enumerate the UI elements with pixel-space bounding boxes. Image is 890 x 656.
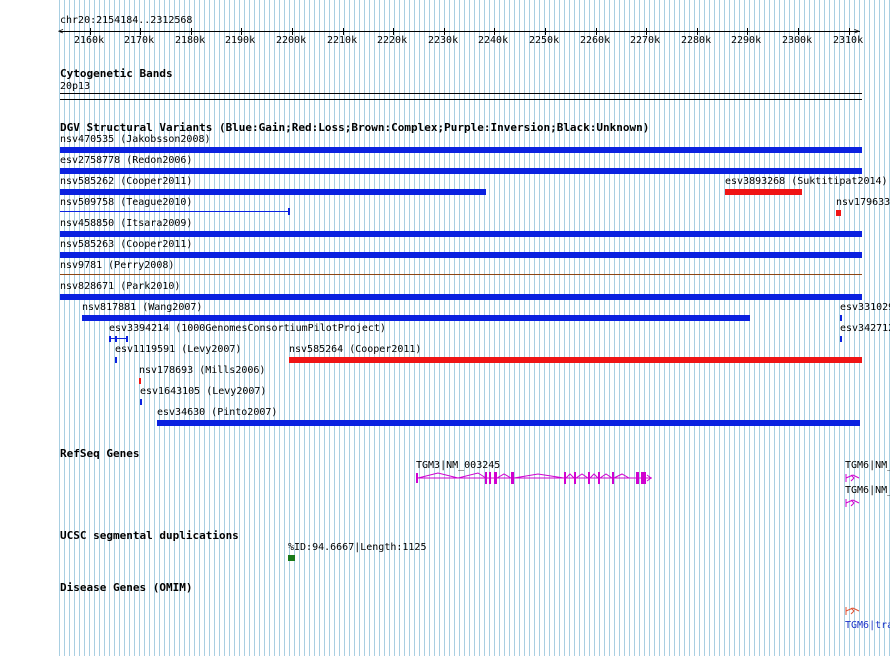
refseq-title: RefSeq Genes [60, 447, 140, 460]
ruler-tick [140, 28, 141, 35]
variant-bar[interactable] [60, 147, 862, 153]
ruler-tick [747, 28, 748, 35]
variant-label[interactable]: esv3394214 (1000GenomesConsortiumPilotPr… [109, 323, 386, 334]
cytogenetic-title: Cytogenetic Bands [60, 67, 173, 80]
cytoband-line-top [60, 93, 862, 94]
ruler-tick-label: 2250k [529, 35, 560, 46]
variant-label[interactable]: nsv585263 (Cooper2011) [60, 239, 193, 250]
variant-bar-end [126, 336, 128, 342]
variant-label[interactable]: nsv179633 [836, 197, 890, 208]
ruler-tick-label: 2210k [327, 35, 358, 46]
ruler-tick-label: 2160k [74, 35, 105, 46]
ruler-tick [596, 28, 597, 35]
ruler-tick-label: 2230k [428, 35, 459, 46]
variant-bar[interactable] [289, 357, 862, 363]
ruler-tick [646, 28, 647, 35]
variant-label[interactable]: nsv509758 (Teague2010) [60, 197, 193, 208]
ruler-tick [191, 28, 192, 35]
cytoband-line-bottom [60, 99, 862, 100]
variant-label[interactable]: nsv9781 (Perry2008) [60, 260, 175, 271]
ruler-tick-label: 2310k [833, 35, 864, 46]
gene-model-tgm6-a[interactable] [845, 471, 862, 485]
variant-bar[interactable] [109, 338, 128, 339]
ruler-tick [90, 28, 91, 35]
ruler-tick [292, 28, 293, 35]
segdup-feature[interactable] [288, 555, 295, 561]
variant-label[interactable]: nsv585264 (Cooper2011) [289, 344, 422, 355]
variant-label[interactable]: esv1643105 (Levy2007) [140, 386, 267, 397]
variant-label[interactable]: nsv828671 (Park2010) [60, 281, 181, 292]
cytoband-label[interactable]: 20p13 [60, 81, 91, 92]
variant-bar[interactable] [140, 399, 142, 405]
variant-bar[interactable] [840, 315, 842, 321]
variant-label[interactable]: esv342712 [840, 323, 890, 334]
ruler-tick [545, 28, 546, 35]
variant-label[interactable]: esv2758778 (Redon2006) [60, 155, 193, 166]
gene-label[interactable]: TGM3|NM_003245 [416, 460, 501, 471]
ruler-tick-label: 2260k [580, 35, 611, 46]
ruler-tick-label: 2200k [276, 35, 307, 46]
ruler-tick-label: 2280k [681, 35, 712, 46]
ruler-tick [241, 28, 242, 35]
variant-bar-start [109, 336, 111, 342]
ruler-tick [494, 28, 495, 35]
ruler-tick [849, 28, 850, 35]
variant-bar-block [115, 336, 117, 342]
omim-title: Disease Genes (OMIM) [60, 581, 193, 594]
ruler-tick-label: 2270k [630, 35, 661, 46]
variant-label[interactable]: nsv470535 (Jakobsson2008) [60, 134, 211, 145]
variant-bar[interactable] [60, 168, 862, 174]
variant-label[interactable]: esv1119591 (Levy2007) [115, 344, 242, 355]
ruler-tick [798, 28, 799, 35]
gene-model-tgm6-b[interactable] [845, 496, 862, 510]
omim-feature[interactable] [845, 604, 862, 618]
variant-bar[interactable] [115, 357, 117, 363]
gene-label[interactable]: TGM6|NM_ [845, 485, 890, 496]
ruler-right-arrow: > [854, 27, 860, 37]
gene-label[interactable]: TGM6|NM_ [845, 460, 890, 471]
variant-bar[interactable] [836, 210, 841, 216]
variant-bar[interactable] [725, 189, 802, 195]
variant-bar[interactable] [60, 231, 862, 237]
variant-bar[interactable] [60, 252, 862, 258]
variant-label[interactable]: esv3893268 (Suktitipat2014) [725, 176, 888, 187]
gene-model-tgm3[interactable] [414, 468, 656, 486]
variant-bar[interactable] [60, 294, 862, 300]
variant-bar[interactable] [139, 378, 141, 384]
ruler-range: chr20:2154184..2312568 [60, 15, 193, 26]
ruler-tick [697, 28, 698, 35]
variant-label[interactable]: esv331029 [840, 302, 890, 313]
variant-label[interactable]: nsv178693 (Mills2006) [139, 365, 266, 376]
ruler-tick [343, 28, 344, 35]
ruler-axis [60, 31, 860, 32]
variant-label[interactable]: nsv817881 (Wang2007) [82, 302, 203, 313]
ruler-tick-label: 2220k [377, 35, 408, 46]
variant-label[interactable]: nsv585262 (Cooper2011) [60, 176, 193, 187]
variant-bar-end [288, 208, 290, 215]
dgv-title: DGV Structural Variants (Blue:Gain;Red:L… [60, 121, 650, 134]
variant-bar[interactable] [60, 274, 862, 275]
ruler-left-arrow: < [58, 27, 64, 37]
variant-label[interactable]: esv34630 (Pinto2007) [157, 407, 278, 418]
variant-bar[interactable] [60, 211, 289, 212]
variant-bar[interactable] [840, 336, 842, 342]
ruler-tick-label: 2290k [731, 35, 762, 46]
ruler-tick-label: 2240k [478, 35, 509, 46]
variant-label[interactable]: nsv458850 (Itsara2009) [60, 218, 193, 229]
ruler-tick [444, 28, 445, 35]
ruler-tick-label: 2190k [225, 35, 256, 46]
omim-label[interactable]: TGM6|tra [845, 620, 890, 631]
variant-bar[interactable] [82, 315, 750, 321]
variant-bar[interactable] [157, 420, 860, 426]
ruler-tick [393, 28, 394, 35]
segdup-label[interactable]: %ID:94.6667|Length:1125 [288, 542, 427, 553]
ruler-tick-label: 2180k [175, 35, 206, 46]
ruler-tick-label: 2170k [124, 35, 155, 46]
segdup-title: UCSC segmental duplications [60, 529, 239, 542]
ruler-tick-label: 2300k [782, 35, 813, 46]
variant-bar[interactable] [60, 189, 486, 195]
